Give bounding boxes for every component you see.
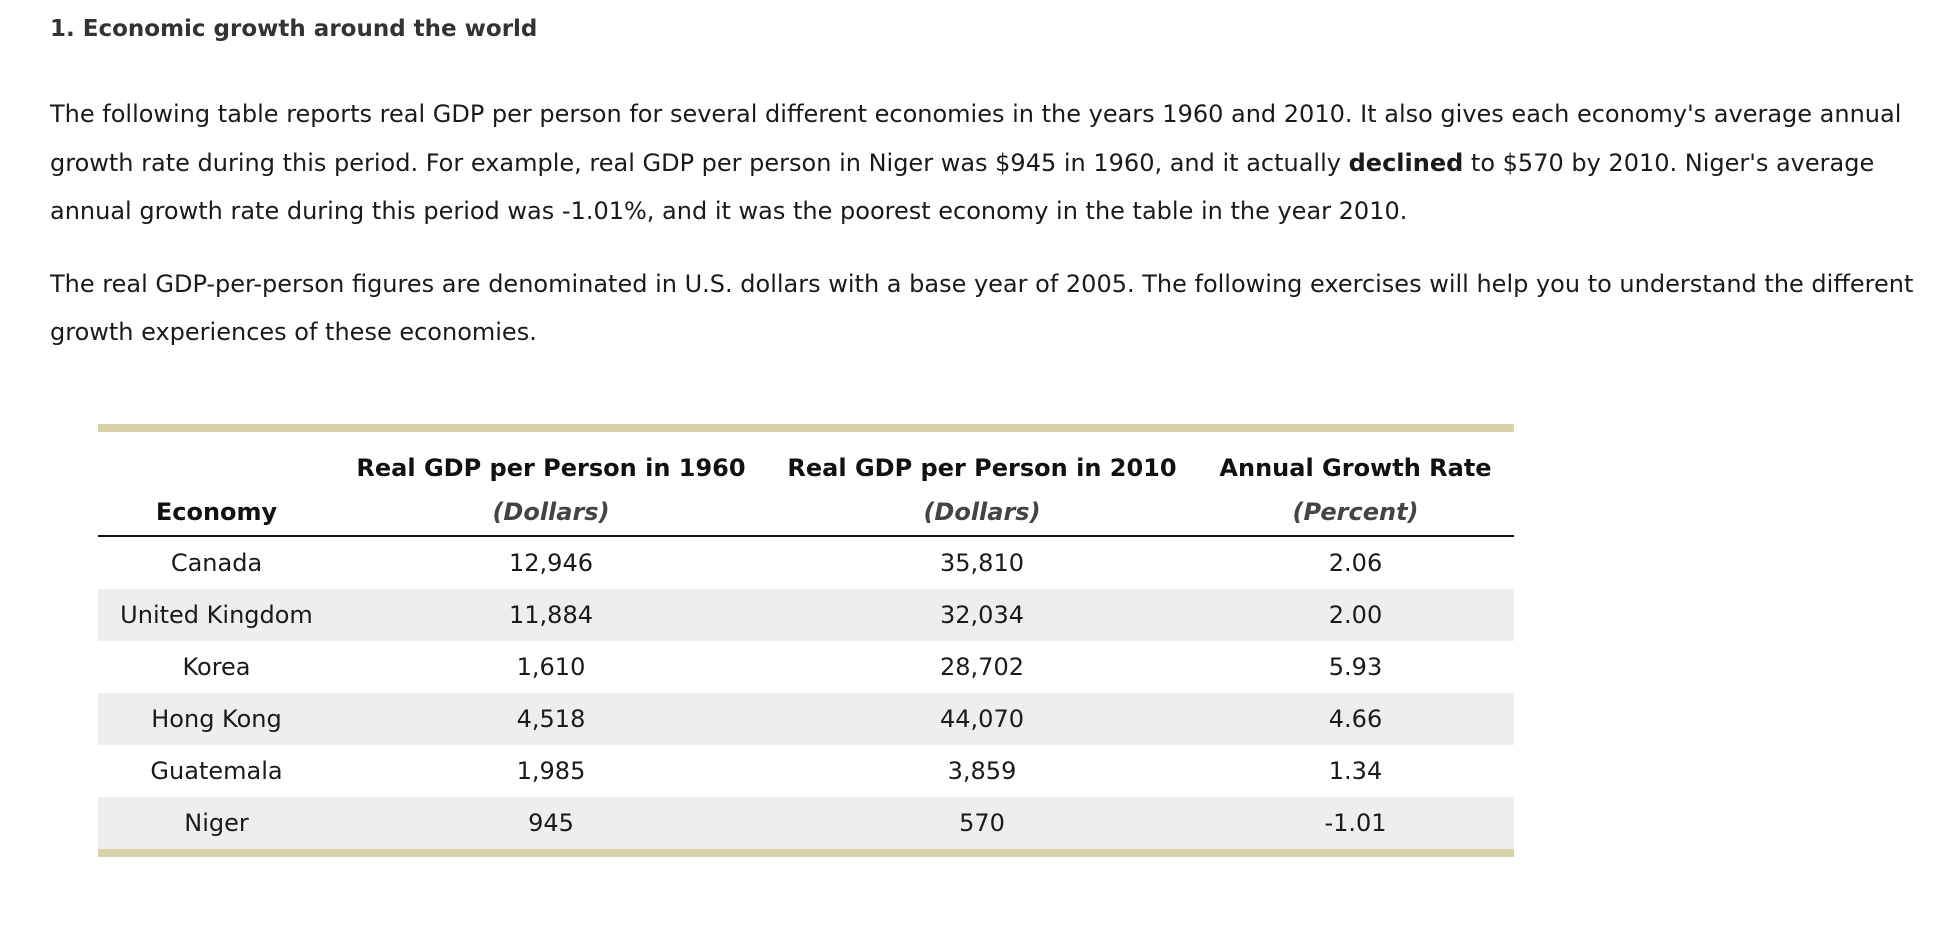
table-bottom-rule	[98, 849, 1514, 857]
table-row: Korea 1,610 28,702 5.93	[98, 641, 1514, 693]
table-row: Niger 945 570 -1.01	[98, 797, 1514, 849]
content: 1. Economic growth around the world The …	[50, 0, 1930, 357]
intro-text-a: The following table reports real GDP per…	[50, 100, 1902, 177]
table-top-rule	[98, 424, 1514, 432]
table-row: United Kingdom 11,884 32,034 2.00	[98, 589, 1514, 641]
cell-growth: 4.66	[1197, 693, 1514, 745]
cell-gdp1960: 11,884	[335, 589, 767, 641]
header-row-titles: Real GDP per Person in 1960 Real GDP per…	[98, 432, 1514, 483]
header-gdp2010-title: Real GDP per Person in 2010	[787, 454, 1177, 482]
header-gdp1960-title: Real GDP per Person in 1960	[356, 454, 746, 482]
header-row-units: Economy (Dollars) (Dollars) (Percent)	[98, 483, 1514, 536]
intro-text-b: to $570 by 2010. Niger's average annual …	[50, 148, 1875, 226]
cell-economy: Canada	[170, 549, 263, 577]
cell-growth: 1.34	[1328, 757, 1383, 785]
header-growth-title: Annual Growth Rate	[1219, 454, 1492, 482]
cell-gdp1960: 1,985	[516, 757, 586, 785]
cell-gdp2010: 35,810	[940, 549, 1024, 577]
cell-gdp1960: 945	[335, 797, 767, 849]
cell-economy: Hong Kong	[98, 693, 335, 745]
cell-economy: United Kingdom	[98, 589, 335, 641]
header-economy: Economy	[155, 498, 278, 526]
units-paragraph: The real GDP-per-person figures are deno…	[50, 269, 1914, 347]
cell-gdp1960: 12,946	[509, 549, 593, 577]
cell-growth: -1.01	[1197, 797, 1514, 849]
cell-growth: 2.00	[1197, 589, 1514, 641]
intro-emphasis: declined	[1348, 148, 1464, 177]
header-growth-unit: (Percent)	[1292, 498, 1419, 526]
cell-economy: Guatemala	[150, 757, 283, 785]
cell-gdp2010: 28,702	[940, 653, 1024, 681]
header-economy-title	[98, 432, 335, 483]
cell-gdp2010: 3,859	[947, 757, 1017, 785]
header-gdp1960-unit: (Dollars)	[492, 498, 610, 526]
cell-economy: Niger	[98, 797, 335, 849]
intro-paragraph: The following table reports real GDP per…	[50, 90, 1930, 236]
cell-gdp2010: 44,070	[767, 693, 1197, 745]
cell-gdp2010: 32,034	[767, 589, 1197, 641]
cell-gdp1960: 1,610	[516, 653, 586, 681]
table-row: Guatemala 1,985 3,859 1.34	[98, 745, 1514, 797]
gdp-table: Real GDP per Person in 1960 Real GDP per…	[98, 432, 1514, 849]
cell-growth: 5.93	[1328, 653, 1383, 681]
gdp-table-wrapper: Real GDP per Person in 1960 Real GDP per…	[98, 424, 1514, 857]
table-row: Hong Kong 4,518 44,070 4.66	[98, 693, 1514, 745]
section-heading: 1. Economic growth around the world	[50, 16, 538, 42]
cell-gdp2010: 570	[767, 797, 1197, 849]
cell-growth: 2.06	[1328, 549, 1383, 577]
table-row: Canada 12,946 35,810 2.06	[98, 536, 1514, 589]
cell-gdp1960: 4,518	[335, 693, 767, 745]
cell-economy: Korea	[182, 653, 251, 681]
header-gdp2010-unit: (Dollars)	[923, 498, 1041, 526]
